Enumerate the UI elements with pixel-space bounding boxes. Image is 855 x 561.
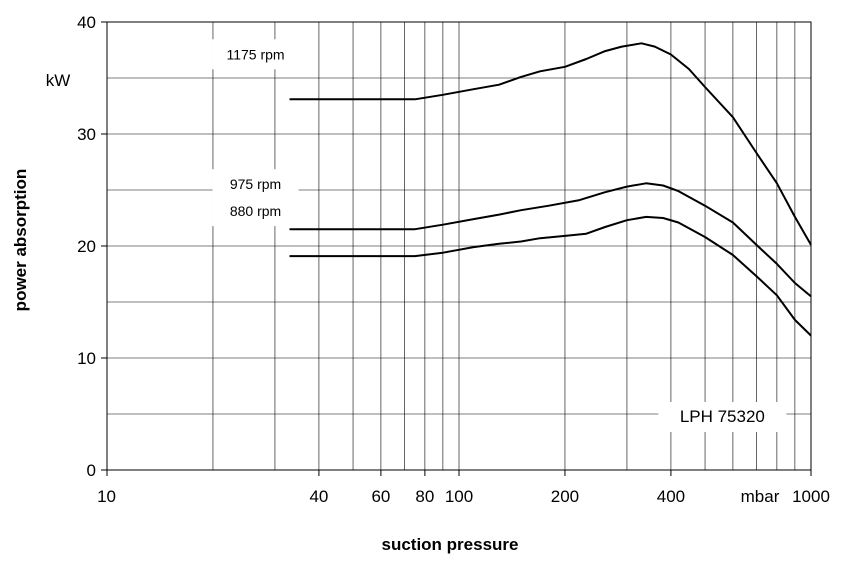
x-unit-label: mbar — [741, 487, 780, 506]
y-tick-label: 0 — [87, 461, 96, 480]
x-axis-title: suction pressure — [382, 535, 519, 554]
chart-grid — [107, 22, 811, 470]
series-line-880-rpm — [289, 215, 812, 337]
x-tick-label: 400 — [657, 487, 685, 506]
y-tick-label: 40 — [77, 13, 96, 32]
series-label: 975 rpm — [230, 176, 281, 192]
x-tick-label: 60 — [371, 487, 390, 506]
series-label: 880 rpm — [230, 203, 281, 219]
x-tick-label: 100 — [445, 487, 473, 506]
series-lines — [289, 42, 812, 337]
x-tick-label: 10 — [97, 487, 116, 506]
model-annotation-background — [658, 402, 787, 432]
series-label-background — [212, 39, 299, 70]
y-axis-title: power absorption — [11, 169, 30, 312]
y-axis-ticks: 0 10 20 30 40 — [77, 13, 107, 480]
model-annotation: LPH 75320 — [680, 407, 765, 426]
x-tick-label: 200 — [551, 487, 579, 506]
series-label-background — [212, 169, 299, 200]
x-tick-label: 1000 — [792, 487, 830, 506]
y-unit-label: kW — [46, 71, 71, 90]
series-line-1175-rpm — [289, 42, 812, 246]
series-labels: 1175 rpm 975 rpm 880 rpm — [212, 39, 299, 227]
series-label: 1175 rpm — [226, 46, 284, 62]
y-tick-label: 30 — [77, 125, 96, 144]
series-label-background — [212, 196, 299, 227]
x-axis-ticks: 10 40 60 80 100 200 400 1000 — [97, 470, 830, 506]
series-line-975-rpm — [289, 182, 812, 298]
y-tick-label: 10 — [77, 349, 96, 368]
y-tick-label: 20 — [77, 237, 96, 256]
x-tick-label: 40 — [309, 487, 328, 506]
model-annotation-box: LPH 75320 — [658, 402, 787, 432]
x-tick-label: 80 — [415, 487, 434, 506]
